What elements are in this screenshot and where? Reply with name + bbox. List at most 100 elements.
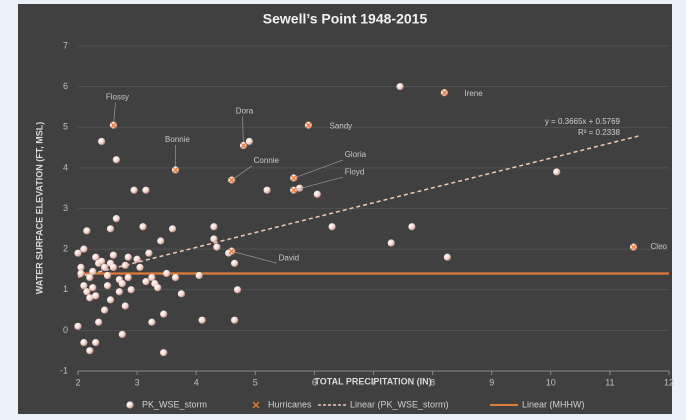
y-tick-label: 6 <box>63 81 68 91</box>
data-point <box>148 273 156 282</box>
data-point <box>213 243 221 251</box>
data-point <box>168 225 177 233</box>
y-tick-label: 0 <box>63 325 68 335</box>
data-point <box>103 282 112 290</box>
data-point <box>263 186 271 194</box>
hurricane-label: Flossy <box>106 92 129 101</box>
data-point <box>177 290 186 298</box>
data-point <box>142 186 150 194</box>
y-tick-label: 2 <box>63 244 68 254</box>
data-point <box>210 223 218 231</box>
data-point <box>77 263 85 272</box>
x-tick-label: 11 <box>605 377 614 387</box>
x-tick-label: 9 <box>489 377 494 387</box>
hurricane-label: Dora <box>236 107 254 116</box>
data-point <box>313 190 321 198</box>
y-axis-title: WATER SURFACE ELEVATION (FT, MSL) <box>34 122 44 295</box>
data-point <box>98 257 106 265</box>
data-point <box>157 237 165 245</box>
hurricane-marker <box>290 187 297 194</box>
data-point <box>121 302 129 310</box>
data-point <box>109 263 118 272</box>
data-point <box>98 137 106 146</box>
trend-line <box>77 135 640 278</box>
data-point <box>387 239 395 247</box>
legend-marker <box>252 401 260 409</box>
data-point <box>171 273 180 282</box>
trend-equation: y = 0.3665x + 0.5769 <box>545 117 621 126</box>
data-point <box>86 273 94 282</box>
x-tick-label: 3 <box>135 377 140 387</box>
data-point <box>396 83 404 91</box>
x-tick-label: 8 <box>430 377 435 387</box>
x-tick-label: 5 <box>253 377 258 387</box>
y-tick-label: 7 <box>63 40 68 50</box>
x-tick-label: 4 <box>194 377 199 387</box>
data-point <box>148 318 156 326</box>
data-point <box>115 288 123 296</box>
data-point <box>210 235 218 243</box>
legend-label: Linear (PK_WSE_storm) <box>350 399 449 409</box>
hurricane-label: Cleo <box>651 242 668 251</box>
hurricane-marker <box>228 177 235 184</box>
y-tick-label: -1 <box>60 365 68 375</box>
legend-marker <box>126 401 134 409</box>
x-tick-label: 12 <box>664 377 674 387</box>
hurricane-marker <box>290 175 297 181</box>
hurricane-marker <box>441 89 448 96</box>
data-point <box>106 296 115 304</box>
y-tick-label: 3 <box>63 203 68 213</box>
y-tick-label: 5 <box>63 122 68 132</box>
data-point <box>92 338 100 347</box>
data-point <box>163 269 171 278</box>
label-leader <box>293 176 343 191</box>
data-point <box>80 282 88 290</box>
data-point <box>89 284 97 292</box>
label-leader <box>113 102 116 126</box>
x-axis-title: TOTAL PRECIPITATION (IN) <box>314 376 431 386</box>
data-point <box>100 306 109 314</box>
label-leader <box>293 159 343 179</box>
chart-title: Sewell’s Point 1948-2015 <box>263 11 428 27</box>
y-tick-label: 1 <box>63 284 68 294</box>
data-point <box>443 253 451 261</box>
data-point <box>106 225 115 233</box>
data-point <box>231 259 239 267</box>
hurricane-marker <box>110 122 117 129</box>
label-leader <box>231 165 252 181</box>
data-point <box>139 223 147 231</box>
data-point <box>145 249 153 257</box>
legend-label: PK_WSE_storm <box>142 399 207 409</box>
y-tick-label: 4 <box>63 162 68 172</box>
label-leader <box>231 250 277 264</box>
data-point <box>233 286 242 294</box>
hurricane-label: Sandy <box>329 121 352 130</box>
hurricane-label: Connie <box>254 156 280 165</box>
data-point <box>154 284 162 292</box>
data-point <box>83 288 91 296</box>
data-point <box>92 253 100 261</box>
data-point <box>112 156 121 164</box>
data-point <box>100 263 109 272</box>
data-point <box>133 255 141 263</box>
data-point <box>121 261 129 269</box>
x-tick-label: 10 <box>546 377 556 387</box>
data-point <box>77 269 85 278</box>
data-point <box>118 280 126 288</box>
data-point <box>124 253 132 261</box>
data-point <box>112 215 121 223</box>
data-point <box>553 168 561 176</box>
data-point <box>74 322 82 330</box>
data-point <box>195 271 203 280</box>
data-point <box>109 251 118 259</box>
x-tick-label: 7 <box>371 377 376 387</box>
hurricane-marker <box>630 244 637 251</box>
legend-label: Hurricanes <box>268 399 312 409</box>
data-point <box>86 347 94 355</box>
chart-panel <box>18 4 672 414</box>
data-point <box>127 286 135 294</box>
data-point <box>328 223 336 231</box>
hurricane-label: Irene <box>464 89 483 98</box>
data-point <box>74 249 82 257</box>
